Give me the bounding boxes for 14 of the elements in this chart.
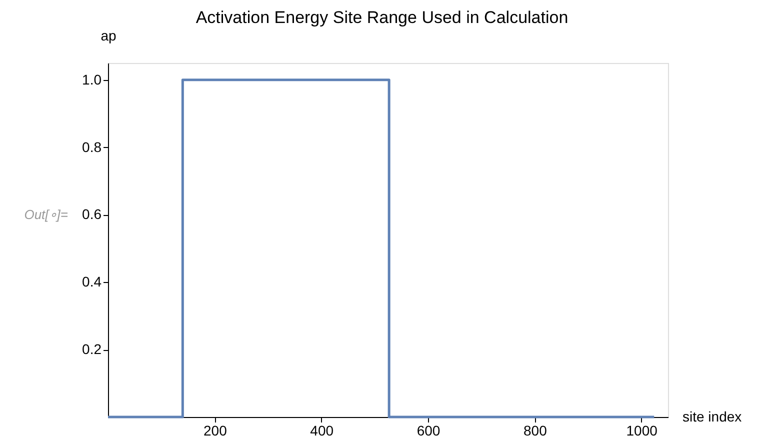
y-tick-label: 0.2 xyxy=(82,341,102,358)
x-tick-label: 1000 xyxy=(626,422,658,438)
x-tick-label: 800 xyxy=(523,422,548,438)
x-tick-label: 400 xyxy=(310,422,334,438)
y-tick-label: 0.8 xyxy=(82,138,102,155)
x-axis-title: site index xyxy=(682,408,742,424)
y-tick-label: 0.4 xyxy=(82,274,102,290)
y-axis-title: ap xyxy=(100,28,116,44)
chart-title: Activation Energy Site Range Used in Calculation xyxy=(196,8,568,27)
text: Out[∘]= xyxy=(24,207,68,222)
x-tick-label: 200 xyxy=(203,422,228,438)
y-tick-label: 0.6 xyxy=(82,206,102,222)
y-tick-label: 1.0 xyxy=(82,71,102,88)
x-tick-label: 600 xyxy=(416,422,440,438)
